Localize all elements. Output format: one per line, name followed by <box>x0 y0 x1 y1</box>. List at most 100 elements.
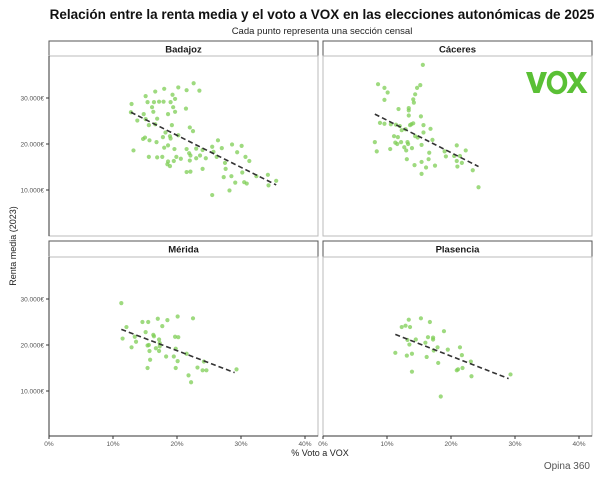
chart-title: Relación entre la renta media y el voto … <box>50 7 595 22</box>
data-point <box>143 94 148 99</box>
y-tick-label: 20.000€ <box>21 343 45 350</box>
data-point <box>395 141 400 147</box>
data-point <box>421 130 426 135</box>
data-point <box>129 101 134 107</box>
data-point <box>430 337 436 342</box>
data-point <box>157 344 162 349</box>
data-point <box>183 106 189 111</box>
x-tick-label: 20% <box>444 441 457 448</box>
chart-subtitle: Cada punto representa una sección censal <box>232 26 413 37</box>
data-point <box>174 154 179 159</box>
data-point <box>146 319 151 325</box>
data-point <box>457 345 463 350</box>
data-point <box>395 135 400 140</box>
data-point <box>176 85 181 90</box>
x-tick-label: 10% <box>106 441 119 448</box>
data-point <box>418 114 424 119</box>
data-point <box>184 146 189 152</box>
data-point <box>235 150 240 155</box>
data-point <box>454 143 459 148</box>
data-point <box>160 154 165 159</box>
data-point <box>135 118 140 123</box>
data-point <box>454 158 459 164</box>
data-point <box>385 90 390 95</box>
y-tick-label: 10.000€ <box>21 188 45 195</box>
data-point <box>418 83 423 88</box>
data-point <box>175 314 180 319</box>
trend-line <box>121 328 235 374</box>
x-tick-label: 0% <box>318 441 328 448</box>
x-tick-label: 30% <box>508 441 521 448</box>
data-point <box>194 146 199 151</box>
trend-line <box>374 113 479 168</box>
data-point <box>165 318 170 323</box>
data-point <box>244 181 249 186</box>
data-point <box>459 353 464 358</box>
data-point <box>454 368 459 373</box>
data-point <box>200 166 205 171</box>
data-point <box>140 136 146 142</box>
data-point <box>459 160 464 165</box>
data-point <box>403 323 408 328</box>
data-point <box>393 350 398 355</box>
data-point <box>178 156 183 161</box>
data-point <box>234 367 239 372</box>
data-point <box>156 337 162 342</box>
data-point <box>184 169 189 175</box>
data-point <box>153 89 158 94</box>
data-point <box>151 109 156 114</box>
data-point <box>187 158 192 163</box>
data-point <box>399 128 404 133</box>
data-point <box>188 380 194 385</box>
data-point <box>204 368 209 373</box>
y-tick-label: 10.000€ <box>21 389 45 396</box>
data-point <box>411 121 416 126</box>
data-point <box>124 324 129 330</box>
y-tick-label: 30.000€ <box>21 96 45 103</box>
data-point <box>172 146 177 152</box>
data-point <box>165 112 171 117</box>
data-point <box>443 154 448 159</box>
data-point <box>442 149 447 154</box>
data-point <box>247 158 252 164</box>
data-point <box>165 143 171 148</box>
panel-frame <box>48 256 319 437</box>
data-point <box>146 342 151 348</box>
data-point <box>131 148 136 153</box>
data-point <box>145 365 150 371</box>
data-point <box>164 354 169 359</box>
data-point <box>184 351 189 356</box>
data-point <box>470 168 475 173</box>
data-point <box>418 316 424 321</box>
data-point <box>274 178 279 183</box>
data-point <box>223 166 228 171</box>
data-point <box>409 146 415 151</box>
data-point <box>391 134 397 139</box>
data-point <box>172 109 178 114</box>
data-point <box>375 82 381 87</box>
data-point <box>406 141 411 147</box>
data-point <box>406 113 411 118</box>
data-point <box>147 138 152 143</box>
panel-title: Cáceres <box>439 45 476 56</box>
panel-badajoz: Badajoz 10.000€ 20.000€ 30.000€ <box>21 40 319 237</box>
data-point <box>425 335 431 340</box>
data-point <box>396 106 401 112</box>
data-point <box>171 105 176 110</box>
x-tick-label: 10% <box>380 441 393 448</box>
data-point <box>469 374 474 379</box>
data-point <box>430 137 435 142</box>
data-point <box>372 140 377 145</box>
trend-line <box>130 111 277 186</box>
panel-cáceres: Cáceres <box>322 40 593 237</box>
data-point <box>423 340 428 345</box>
data-point <box>508 372 513 377</box>
data-point <box>413 92 418 97</box>
data-point <box>156 348 162 354</box>
data-point <box>140 319 145 325</box>
data-point <box>239 143 244 148</box>
data-point <box>146 154 151 159</box>
data-point <box>168 136 173 141</box>
data-point <box>146 123 151 128</box>
